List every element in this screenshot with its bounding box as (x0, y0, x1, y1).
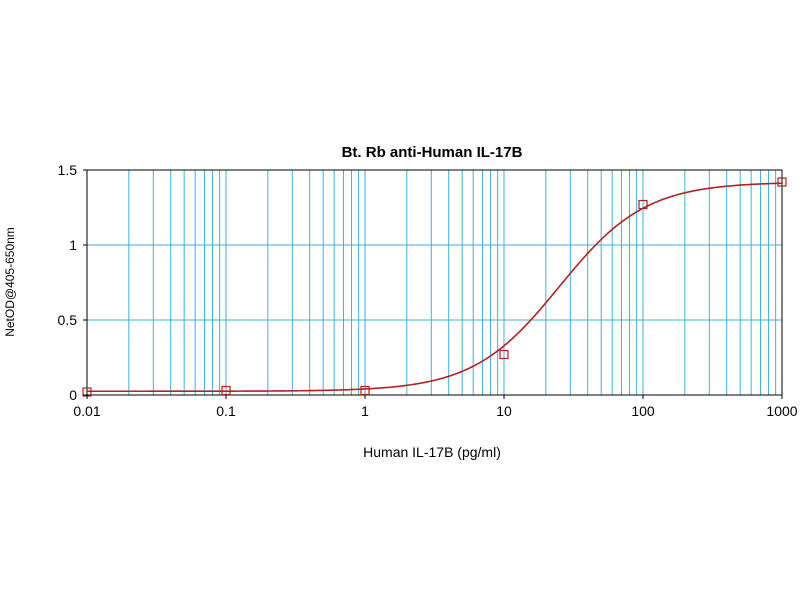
x-tick-label: 10 (496, 403, 512, 419)
data-point-marker (638, 199, 648, 210)
data-point-marker (221, 385, 231, 396)
data-point-marker (360, 385, 370, 396)
y-axis-label: NetOD@405-650nm (3, 227, 17, 337)
data-point-marker (499, 349, 509, 360)
x-tick-label: 0.1 (216, 403, 236, 419)
x-tick-label: 100 (631, 403, 655, 419)
y-tick-label: 0.5 (58, 312, 78, 328)
x-tick-label: 0.01 (73, 403, 100, 419)
plot-frame (86, 169, 783, 396)
chart-title: Bt. Rb anti-Human IL-17B (342, 144, 523, 161)
x-tick-label: 1 (361, 403, 369, 419)
x-axis-ticks: 0.01 0.1 1 10 100 1000 (73, 395, 798, 419)
fit-curve-layer (87, 182, 783, 393)
grid (87, 170, 782, 395)
x-tick-label: 1000 (766, 403, 797, 419)
data-point-marker (777, 177, 787, 187)
fit-curve (87, 182, 783, 393)
y-tick-label: 0 (69, 387, 77, 403)
y-axis-ticks: 0 0.5 1 1.5 (58, 162, 87, 403)
y-tick-label: 1.5 (58, 162, 78, 178)
data-points (82, 177, 787, 397)
x-axis-label: Human IL-17B (pg/ml) (363, 444, 501, 460)
y-tick-label: 1 (69, 237, 77, 253)
